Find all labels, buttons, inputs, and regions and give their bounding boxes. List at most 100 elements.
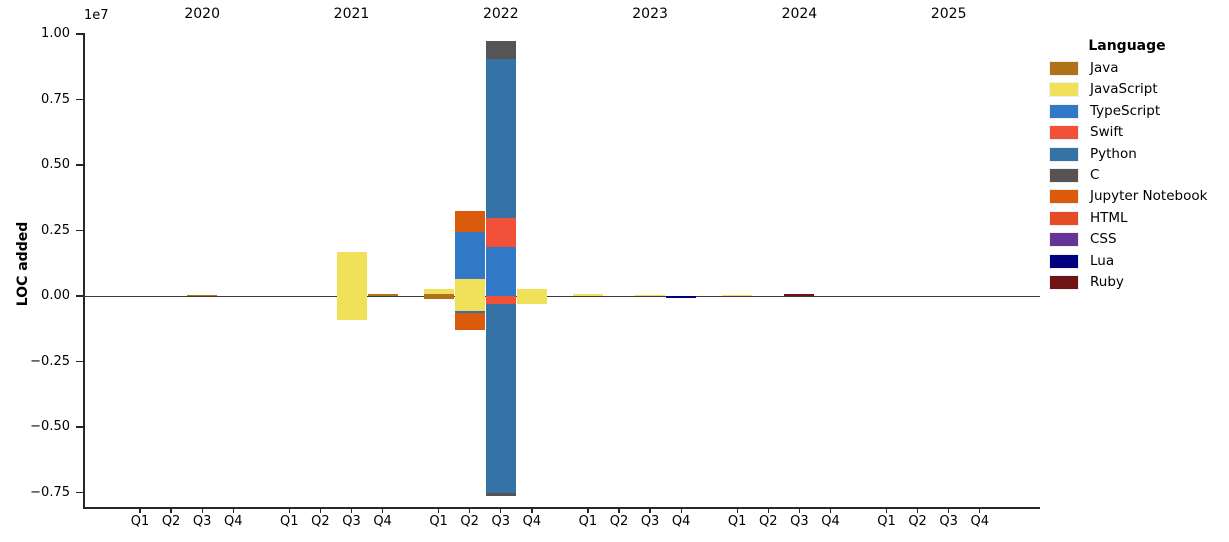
y-tick-label: 0.25 (41, 222, 70, 238)
legend-color-swatch (1049, 189, 1079, 205)
x-tick-label-year: 2021 (333, 6, 370, 22)
bar-segment (485, 246, 516, 296)
y-tick-mark (76, 164, 83, 166)
bar-segment (423, 296, 454, 299)
bar-segment (367, 294, 398, 296)
legend-color-swatch (1049, 103, 1079, 119)
bar-segment (336, 296, 367, 320)
bar-segment (485, 41, 516, 59)
legend-item: HTML (1049, 210, 1219, 226)
x-tick-mark (736, 508, 738, 513)
legend-color-swatch (1049, 275, 1079, 290)
x-tick-label-quarter: Q3 (342, 514, 361, 529)
y-tick-label: −0.25 (30, 353, 70, 369)
legend-color-swatch (1049, 210, 1079, 226)
bar-segment (423, 289, 454, 295)
x-tick-label-quarter: Q3 (192, 514, 212, 529)
x-tick-mark (948, 508, 950, 513)
legend-color-swatch (1049, 125, 1079, 141)
x-tick-label-quarter: Q1 (280, 514, 299, 529)
x-tick-mark (798, 508, 801, 513)
x-tick-label-quarter: Q2 (311, 514, 330, 529)
x-tick-mark (979, 508, 981, 513)
legend-item: Swift (1049, 124, 1219, 141)
x-tick-mark (201, 508, 203, 513)
legend-color-swatch (1049, 168, 1079, 183)
x-tick-label-year: 2023 (632, 6, 668, 22)
x-tick-mark (618, 508, 620, 513)
x-tick-label-quarter: Q2 (759, 514, 778, 529)
x-tick-label-quarter: Q4 (224, 514, 243, 529)
legend-item: Jupyter Notebook (1049, 188, 1219, 205)
bar-segment (485, 493, 516, 496)
x-tick-label-year: 2022 (482, 6, 519, 22)
y-tick-label: 1.00 (41, 26, 70, 41)
x-tick-label-quarter: Q3 (939, 514, 958, 529)
legend-item-label: Lua (1090, 252, 1115, 269)
legend-item-label: TypeScript (1090, 102, 1161, 119)
bar-segment (454, 310, 485, 313)
bar-segment (187, 295, 218, 297)
x-tick-label-year: 2025 (930, 6, 967, 22)
x-tick-label-quarter: Q1 (130, 514, 150, 529)
x-tick-label-quarter: Q4 (970, 514, 990, 529)
y-tick-mark (76, 98, 83, 101)
x-tick-mark (531, 508, 533, 513)
x-tick-mark (319, 508, 322, 513)
legend-color-swatch (1049, 82, 1079, 98)
x-tick-label-quarter: Q3 (491, 514, 511, 529)
legend-item: JavaScript (1049, 81, 1219, 98)
x-tick-label-quarter: Q4 (373, 514, 392, 529)
bar-segment (454, 231, 485, 280)
x-tick-mark (500, 508, 502, 513)
legend-item: Lua (1049, 253, 1219, 269)
y-tick-mark (76, 295, 83, 297)
legend-color-swatch (1049, 61, 1079, 76)
legend-item-label: Java (1090, 60, 1119, 76)
x-tick-mark (350, 508, 353, 513)
y-tick-mark (76, 426, 83, 428)
y-tick-mark (76, 33, 83, 35)
bar-segment (485, 303, 516, 494)
y-tick-label: −0.75 (30, 484, 70, 500)
x-tick-label-quarter: Q2 (161, 514, 181, 529)
x-tick-mark (437, 508, 440, 513)
x-tick-label-quarter: Q4 (671, 514, 691, 529)
legend-title: Language (1088, 38, 1166, 54)
x-axis-spine (83, 507, 1040, 509)
legend-color-swatch (1049, 253, 1079, 269)
x-tick-mark (288, 508, 290, 513)
bar-segment (784, 294, 815, 296)
y-tick-label: 0.50 (41, 157, 70, 172)
x-tick-mark (232, 508, 234, 513)
bar-segment (485, 58, 516, 218)
x-tick-label-quarter: Q1 (578, 514, 598, 529)
x-tick-mark (139, 508, 141, 513)
x-tick-mark (381, 508, 384, 513)
x-tick-mark (649, 508, 651, 513)
bar-segment (666, 296, 697, 298)
zero-baseline (83, 295, 1040, 297)
x-tick-label-quarter: Q2 (460, 514, 479, 529)
legend-item-label: Swift (1090, 124, 1124, 141)
x-tick-label-quarter: Q1 (877, 514, 896, 529)
x-tick-mark (680, 508, 682, 513)
bar-segment (454, 296, 485, 311)
legend-color-swatch (1049, 232, 1079, 248)
x-tick-label-quarter: Q3 (790, 514, 809, 529)
y-tick-label: 0.00 (41, 288, 70, 303)
x-tick-label-year: 2024 (781, 6, 818, 22)
x-tick-label-quarter: Q1 (727, 514, 747, 529)
legend-item-label: JavaScript (1090, 81, 1158, 98)
bar-segment (336, 251, 367, 296)
legend-item-label: Jupyter Notebook (1090, 188, 1208, 205)
x-tick-label-quarter: Q4 (522, 514, 542, 529)
x-tick-mark (767, 508, 769, 513)
x-tick-mark (170, 508, 172, 513)
x-tick-mark (916, 508, 919, 513)
legend-item: Java (1049, 60, 1219, 76)
legend-item: C (1049, 167, 1219, 183)
bar-segment (635, 294, 666, 296)
legend-item: Python (1049, 146, 1219, 162)
